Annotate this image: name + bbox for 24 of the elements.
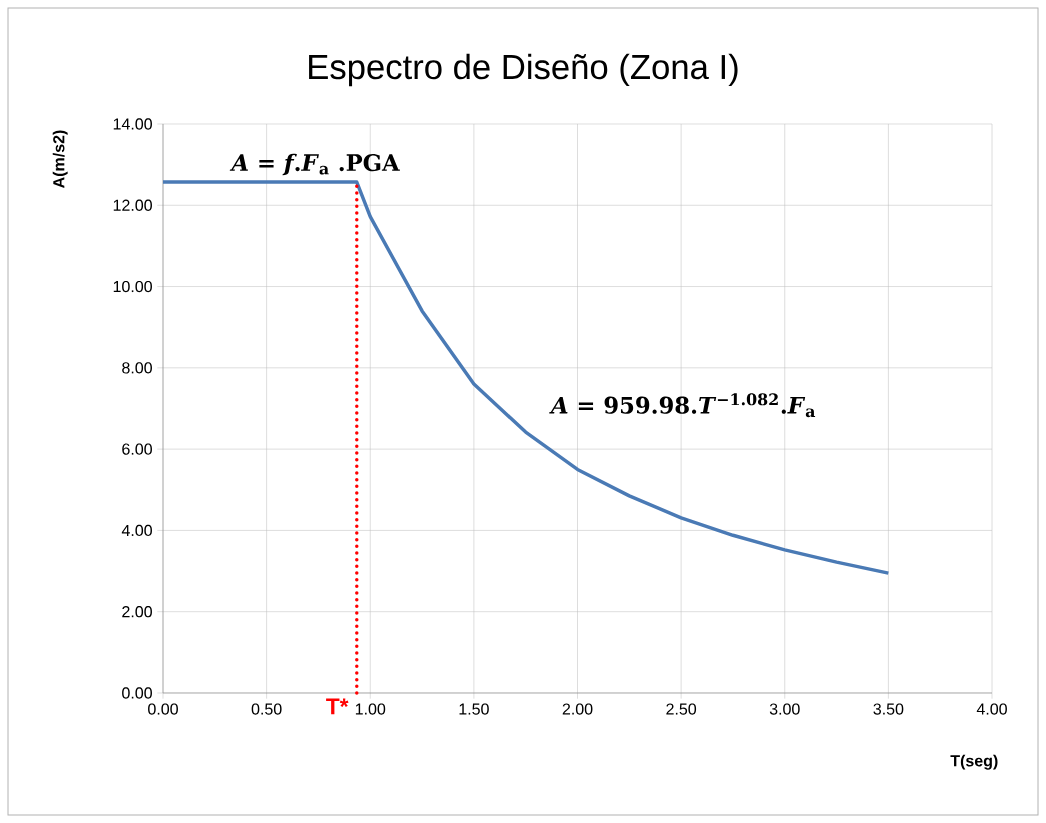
y-axis-title: A(m/s2) xyxy=(52,130,68,188)
y-tick-label: 14.00 xyxy=(113,118,152,130)
y-tick-label: 12.00 xyxy=(113,199,152,211)
y-tick-label: 10.00 xyxy=(113,280,152,293)
annotation: A = f.F$_{a}$ .PGA xyxy=(229,153,400,176)
line-series xyxy=(161,180,891,575)
y-tick-label: 2.00 xyxy=(122,606,152,618)
x-tick-label: 1.50 xyxy=(459,703,489,715)
y-tick-label: 0.00 xyxy=(122,687,152,699)
ref-line-label: T* xyxy=(326,698,349,715)
y-tick-label: 6.00 xyxy=(122,443,152,455)
chart-title: Espectro de Diseño (Zona I) xyxy=(309,53,738,87)
x-tick-label: 0.00 xyxy=(148,703,178,715)
x-axis-title: T(seg) xyxy=(950,754,998,770)
x-tick-label: 3.50 xyxy=(873,703,904,715)
x-tick-label: 3.00 xyxy=(769,703,800,715)
annotation: A = 959.98.T$^{−1.082}$.F$_{a}$ xyxy=(549,393,816,418)
x-tick-label: 0.50 xyxy=(251,703,282,715)
x-tick-label: 1.00 xyxy=(355,703,386,715)
y-tick-label: 4.00 xyxy=(121,524,152,537)
x-tick-label: 4.00 xyxy=(976,703,1007,715)
y-tick-label: 8.00 xyxy=(122,362,152,374)
x-tick-label: 2.00 xyxy=(562,703,593,715)
x-tick-label: 2.50 xyxy=(666,703,697,715)
